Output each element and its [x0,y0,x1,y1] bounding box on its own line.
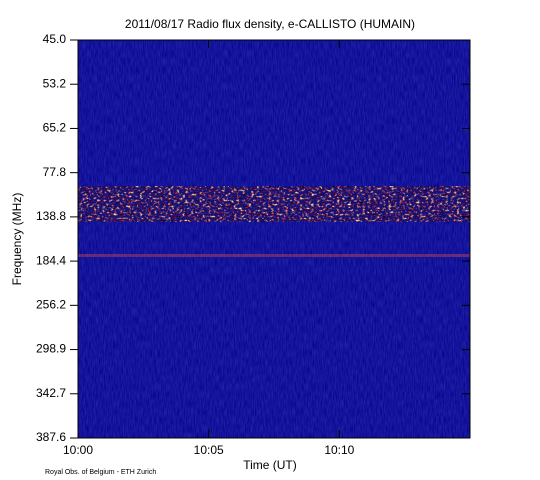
y-tick-label: 65.2 [43,121,67,135]
y-tick-label: 45.0 [43,32,67,46]
y-tick-label: 298.9 [36,342,66,356]
y-tick-label: 77.8 [43,165,67,179]
spectrogram-noise [78,40,470,438]
plot-frame [77,39,471,439]
spectrogram [78,40,470,438]
chart-title: 2011/08/17 Radio flux density, e-CALLIST… [125,17,415,31]
footnote: Royal Obs. of Belgium - ETH Zurich [45,469,156,476]
x-tick-label: 10:10 [324,443,354,457]
y-tick-label: 342.7 [36,386,66,400]
x-tick-label: 10:05 [194,443,224,457]
y-tick-label: 53.2 [43,76,67,90]
x-axis-label: Time (UT) [243,458,297,472]
x-tick-label: 10:00 [63,443,93,457]
y-tick-label: 256.2 [36,298,66,312]
y-tick-label: 387.6 [36,430,66,444]
y-tick-label: 138.8 [36,209,66,223]
y-axis-label: Frequency (MHz) [10,193,24,286]
interference-line [78,254,470,257]
burst-emission [78,186,470,222]
y-tick-label: 184.4 [36,253,66,267]
